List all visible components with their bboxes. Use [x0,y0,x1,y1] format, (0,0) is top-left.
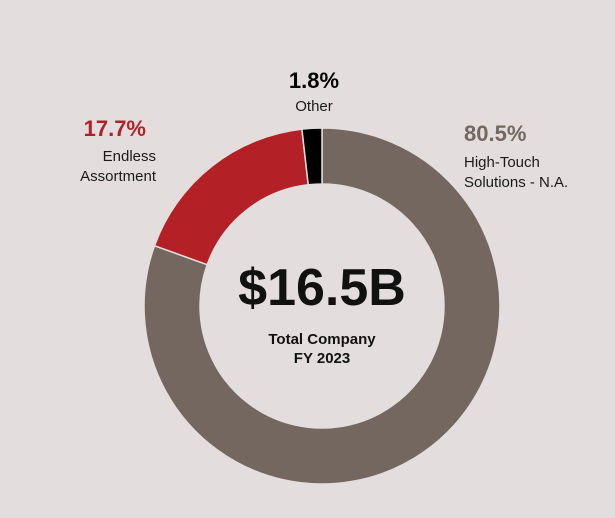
slice-label-high-touch-line2: Solutions - N.A. [464,174,568,191]
slice-label-group-endless: 17.7% Endless Assortment [80,116,157,185]
slice-label-endless-line1: Endless [103,148,156,165]
slice-percent-endless: 17.7% [84,116,146,141]
slice-percent-high-touch: 80.5% [464,121,526,146]
slice-label-other: Other [295,98,333,115]
donut-hole [200,184,444,428]
slice-label-high-touch-line1: High-Touch [464,154,540,171]
center-subtitle-line2: FY 2023 [294,350,350,367]
slice-label-group-other: 1.8% Other [289,68,339,115]
center-subtitle-line1: Total Company [268,331,376,348]
donut-slices [143,127,501,485]
slice-label-endless-line2: Assortment [80,168,157,185]
center-total-value: $16.5B [238,259,406,317]
slice-label-group-high-touch: 80.5% High-Touch Solutions - N.A. [464,121,568,191]
slice-percent-other: 1.8% [289,68,339,93]
